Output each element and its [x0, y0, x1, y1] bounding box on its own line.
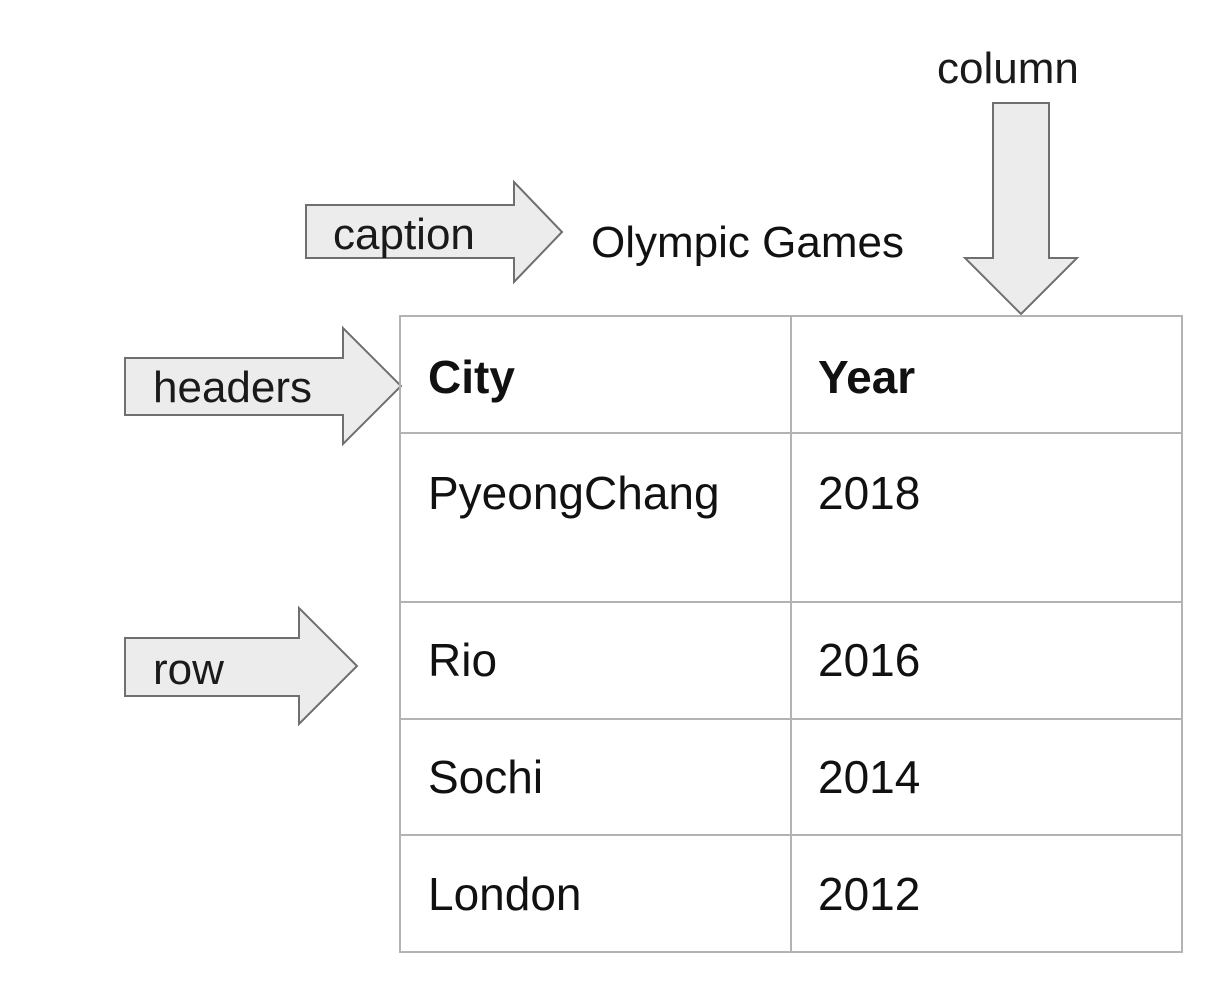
table-caption: Olympic Games: [591, 218, 904, 267]
column-arrow-icon: [962, 102, 1080, 316]
headers-arrow-icon: [124, 325, 403, 447]
table-cell: 2018: [818, 467, 921, 519]
table-cell: 2016: [818, 634, 921, 686]
header-cell-city: City: [428, 351, 515, 403]
caption-arrow-icon: [305, 179, 564, 285]
headers-label: headers: [153, 363, 313, 412]
caption-label: caption: [333, 210, 475, 259]
table-cell: Rio: [428, 634, 498, 686]
table-grid: [399, 315, 1183, 953]
column-label: column: [937, 44, 1079, 93]
table-cell: 2012: [818, 868, 921, 920]
table-cell: London: [428, 868, 582, 920]
row-arrow-icon: [124, 605, 359, 727]
table-cell: Sochi: [428, 751, 544, 803]
row-label: row: [153, 645, 224, 694]
table-cell: PyeongChang: [428, 467, 720, 519]
header-cell-year: Year: [818, 351, 916, 403]
table-cell: 2014: [818, 751, 921, 803]
